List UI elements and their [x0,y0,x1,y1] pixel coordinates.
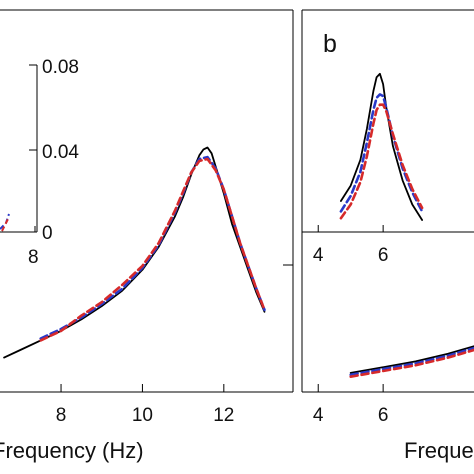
series-line-blue [339,93,424,213]
series-line-red [349,348,474,378]
inset-a-xtick-8: 8 [28,247,39,268]
series-line-black [340,72,423,221]
x-tick-label: 8 [56,405,67,426]
panel-a-x-ticks: 8 10 12 [56,384,234,426]
series-line-red [339,103,424,220]
x-tick-label: 10 [132,405,153,426]
panel-a-x-label: Frequency (Hz) [0,438,144,463]
inset-a-ytick-0.04: 0.04 [42,142,79,163]
series-line-black [3,146,266,359]
x-tick-label: 6 [378,405,389,426]
panel-a-series [3,146,266,359]
x-tick-label: 12 [213,405,234,426]
inset-a-ytick-0.08: 0.08 [42,57,79,78]
x-tick-label: 6 [378,245,389,266]
series-line-blue [349,346,474,377]
inset-a-ytick-0: 0 [42,223,53,244]
panel-b-x-label: Freque [404,438,474,463]
panel-a: 8 10 12 Frequency (Hz) [0,9,294,463]
x-tick-label: 4 [313,405,324,426]
panel-b-letter: b [323,30,337,58]
inset-b-series [339,72,424,221]
panel-a-inset: 0.08 0.04 0 8 [0,57,79,268]
series-line-black [349,345,474,374]
x-tick-label: 4 [313,245,324,266]
series-line-red [39,157,266,342]
inset-a-red-fragment [1,218,9,232]
series-line-blue [39,155,266,340]
panel-b-series [349,345,474,378]
